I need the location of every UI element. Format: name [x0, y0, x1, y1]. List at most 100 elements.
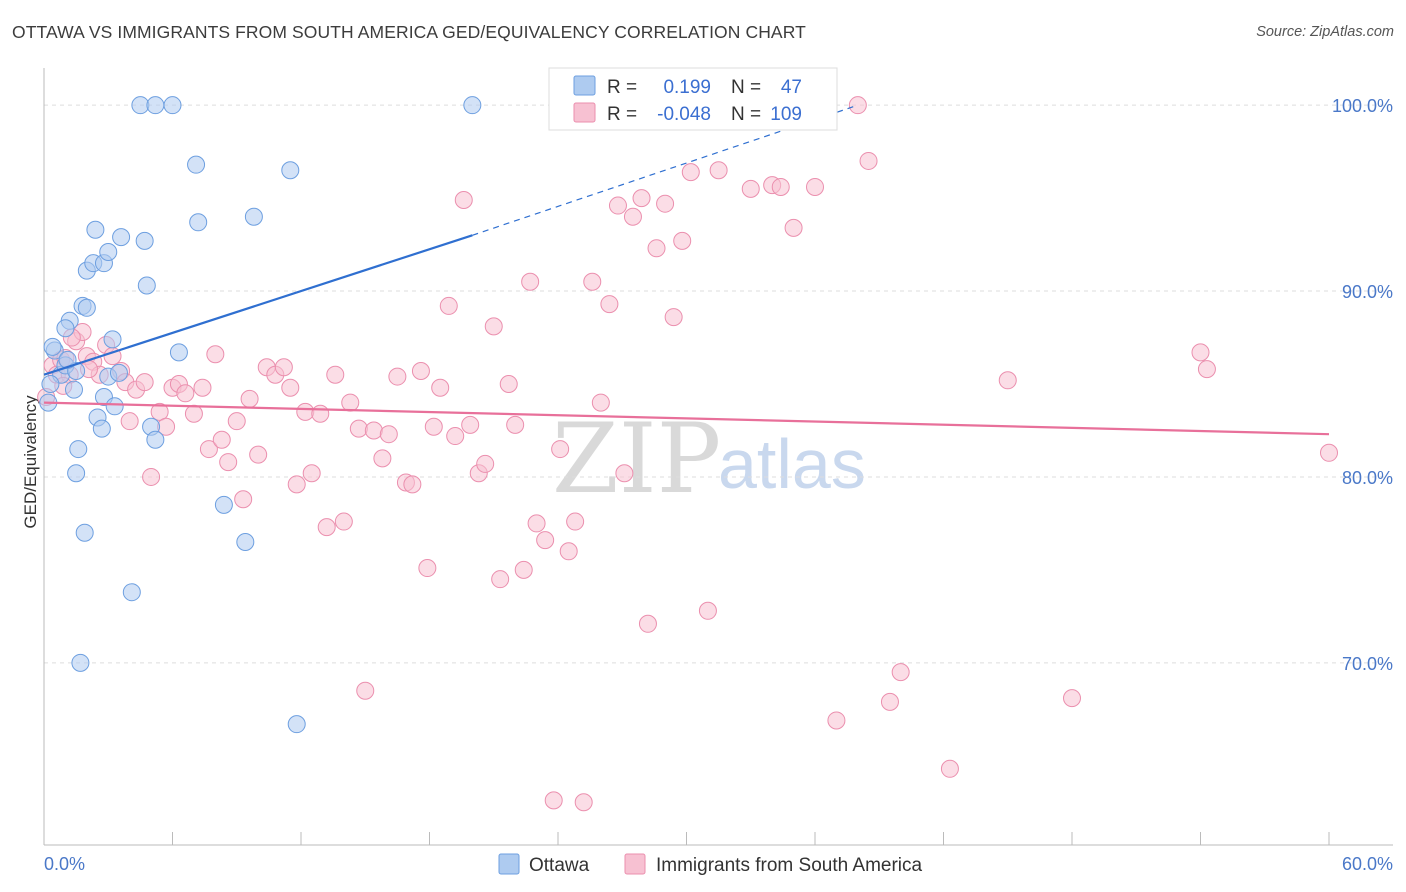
data-point-south-america [227, 412, 246, 431]
data-point-ottawa [69, 440, 88, 459]
data-point-south-america [206, 345, 225, 364]
data-point-south-america [521, 272, 540, 291]
data-point-south-america [135, 373, 154, 392]
y-tick-label-90: 90.0% [1342, 282, 1393, 302]
data-point-south-america [638, 614, 657, 633]
data-point-south-america [356, 681, 375, 700]
stats-r-label-1: R = [607, 77, 637, 98]
data-point-south-america [771, 177, 790, 196]
stats-n-label-1: N = [731, 77, 761, 98]
data-point-south-america [334, 512, 353, 531]
x-tick-marks [43, 832, 1330, 845]
data-point-south-america [709, 161, 728, 180]
data-point-ottawa [189, 213, 208, 232]
data-point-south-america [411, 361, 430, 380]
data-point-ottawa [75, 523, 94, 542]
stats-legend-box [548, 67, 838, 131]
data-point-south-america [559, 542, 578, 561]
data-point-south-america [219, 453, 238, 472]
data-point-south-america [664, 308, 683, 327]
data-point-south-america [623, 207, 642, 226]
data-point-south-america [341, 393, 360, 412]
data-point-ottawa [43, 337, 62, 356]
data-point-ottawa [86, 220, 105, 239]
data-point-ottawa [67, 464, 86, 483]
data-point-south-america [566, 512, 585, 531]
data-point-ottawa [56, 319, 75, 338]
data-point-south-america [673, 231, 692, 250]
data-point-south-america [373, 449, 392, 468]
data-point-south-america [193, 378, 212, 397]
data-point-ottawa [281, 161, 300, 180]
stats-n-label-2: N = [731, 104, 761, 125]
data-point-ottawa [64, 380, 83, 399]
data-point-ottawa [99, 243, 118, 262]
data-point-south-america [647, 239, 666, 258]
data-point-south-america [424, 417, 443, 436]
data-point-ottawa [163, 96, 182, 115]
source-credit: Source: ZipAtlas.com [1256, 24, 1394, 40]
data-point-ottawa [463, 96, 482, 115]
data-point-south-america [476, 454, 495, 473]
data-point-ottawa [92, 419, 111, 438]
data-point-south-america [287, 475, 306, 494]
data-point-south-america [506, 415, 525, 434]
data-point-south-america [591, 393, 610, 412]
data-point-south-america [461, 415, 480, 434]
data-point-south-america [364, 421, 383, 440]
data-point-south-america [431, 378, 450, 397]
data-point-ottawa [109, 363, 128, 382]
stats-swatch-south-america [573, 102, 596, 123]
data-point-south-america [296, 402, 315, 421]
series-south-america-points [37, 96, 1338, 812]
data-point-south-america [418, 559, 437, 578]
data-point-south-america [379, 425, 398, 444]
data-point-ottawa [236, 533, 255, 552]
data-point-south-america [120, 412, 139, 431]
data-point-ottawa [58, 350, 77, 369]
data-point-south-america [176, 384, 195, 403]
data-point-south-america [681, 163, 700, 182]
data-point-south-america [491, 570, 510, 589]
data-point-south-america [514, 560, 533, 579]
data-point-ottawa [169, 343, 188, 362]
data-point-south-america [583, 272, 602, 291]
data-point-south-america [1320, 443, 1338, 462]
data-point-ottawa [77, 298, 96, 317]
gridlines [44, 104, 1393, 664]
y-tick-label-70: 70.0% [1342, 654, 1393, 674]
trend-line-ottawa-extension [472, 104, 859, 236]
stats-r-value-1: 0.199 [663, 77, 711, 98]
x-tick-label-max: 60.0% [1342, 854, 1393, 874]
data-point-ottawa [187, 155, 206, 174]
data-point-south-america [281, 378, 300, 397]
data-point-south-america [311, 404, 330, 423]
bottom-legend: Ottawa Immigrants from South America [498, 853, 923, 876]
data-point-south-america [302, 464, 321, 483]
data-point-south-america [551, 440, 570, 459]
data-point-south-america [484, 317, 503, 336]
data-point-south-america [249, 445, 268, 464]
data-point-ottawa [146, 96, 165, 115]
data-point-south-america [439, 296, 458, 315]
legend-swatch-ottawa [498, 853, 520, 875]
data-point-south-america [349, 419, 368, 438]
data-point-south-america [574, 793, 593, 812]
data-point-south-america [454, 190, 473, 209]
data-point-ottawa [135, 231, 154, 250]
data-point-ottawa [287, 715, 306, 734]
trend-line-ottawa [43, 234, 473, 376]
data-point-south-america [1063, 689, 1081, 708]
stats-swatch-ottawa [573, 75, 596, 96]
data-point-south-america [608, 196, 627, 215]
data-point-south-america [317, 518, 336, 537]
data-point-ottawa [71, 653, 90, 672]
data-point-south-america [615, 464, 634, 483]
data-point-ottawa [146, 430, 165, 449]
stats-r-value-2: -0.048 [657, 104, 711, 125]
y-tick-labels: 70.0% 80.0% 90.0% 100.0% [1332, 96, 1393, 674]
y-tick-label-80: 80.0% [1342, 468, 1393, 488]
watermark-zip: ZIP [552, 403, 721, 515]
data-point-ottawa [112, 228, 131, 247]
data-point-ottawa [41, 375, 60, 394]
